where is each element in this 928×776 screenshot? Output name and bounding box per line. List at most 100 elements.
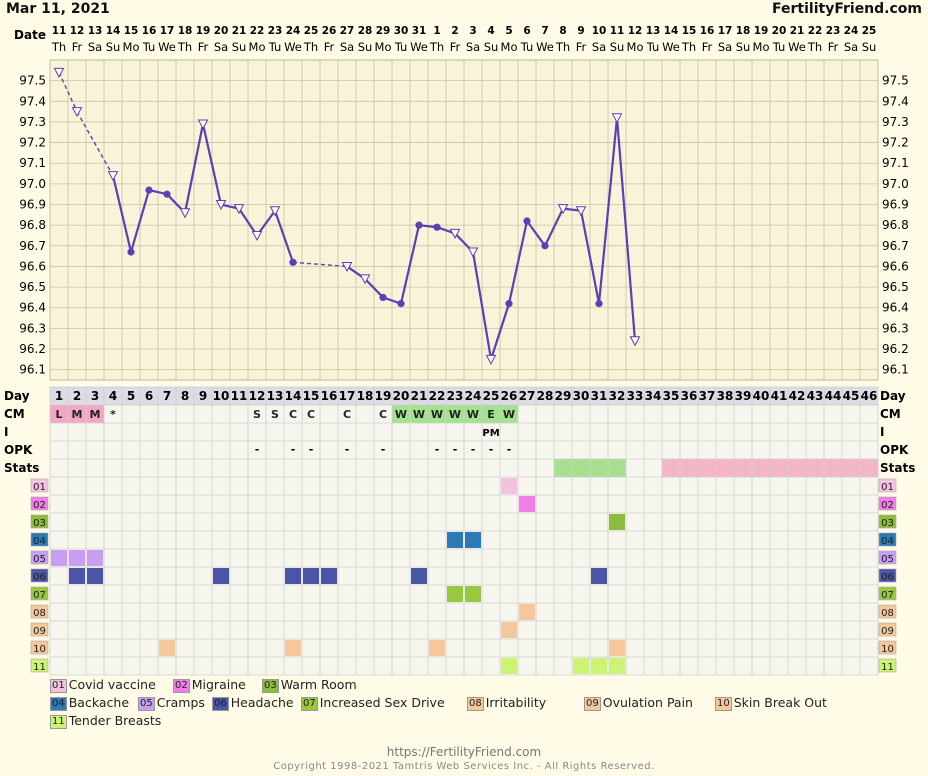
y-tick-label-left: 97.5 [19,74,46,88]
symptom-cell [609,514,625,530]
temp-point-open [233,204,245,215]
y-tick-label-left: 96.8 [19,218,46,232]
date-label: 5 [505,25,512,37]
weekday-label: Th [303,40,318,54]
y-tick-label-left: 97.3 [19,115,46,129]
temp-line [129,189,151,253]
weekday-label: Su [232,40,247,54]
y-tick-label-left: 96.9 [19,198,46,212]
cm-cell-fill [500,405,518,423]
symptom-code-left: 10 [33,644,46,655]
cm-cell-fill [68,405,86,423]
y-tick-label-left: 96.2 [19,342,46,356]
cm-cell-fill [446,405,464,423]
temp-line-dashed [292,261,348,268]
symptom-code-swatch-left [30,604,49,619]
symptom-cell [447,532,463,548]
date-label: 10 [592,25,607,37]
temp-point-open [341,261,353,273]
date-label: 16 [142,25,157,37]
day-number: 36 [681,389,698,403]
temp-line [183,123,205,213]
symptom-cell [87,568,103,584]
y-tick-label-left: 96.6 [19,259,46,273]
symptom-cell [411,568,427,584]
date-label: 22 [250,25,265,37]
date-label: 15 [682,25,697,37]
temp-point-open [485,354,497,365]
day-number: 27 [519,389,536,403]
weekday-label: Th [429,40,444,54]
legend-code-05: 05 [138,697,155,711]
legend-10: 10 Skin Break Out [715,695,827,711]
cm-value: M [90,408,101,421]
temp-point-open [611,113,623,124]
temp-line [507,220,529,304]
y-tick-label-right: 96.6 [882,259,909,273]
day-number: 13 [267,389,284,403]
temp-line [526,220,546,247]
symptom-code-left: 07 [33,590,46,601]
opk-value: - [345,443,350,456]
symptom-code-swatch-left [30,496,49,511]
temp-line [615,117,637,341]
day-number: 24 [465,389,482,403]
date-label: 15 [124,25,139,37]
legend-label-07: Increased Sex Drive [319,695,445,710]
weekday-label: We [158,40,176,54]
symptom-code-swatch-right [878,496,897,511]
symptom-code-swatch-left [30,586,49,601]
day-number: 23 [447,389,464,403]
weekday-label: Th [51,40,66,54]
legend-code-01: 01 [50,679,67,693]
symptom-code-swatch-left [30,640,49,655]
footer-url[interactable]: https://FertilityFriend.com [386,745,542,759]
temp-point-open [197,119,209,130]
cm-cell-fill [482,405,500,423]
symptom-cell [447,586,463,602]
symptom-cell [321,568,337,584]
weekday-label: Mo [249,40,266,54]
symptom-cell [519,604,535,620]
site-name[interactable]: FertilityFriend.com [772,1,922,17]
weekday-label: Th [177,40,192,54]
legend-label-09: Ovulation Pain [602,695,693,710]
legend-code-07: 07 [301,697,318,711]
temp-point [505,300,513,308]
row-label-left: I [4,425,8,439]
day-number: 2 [73,389,81,403]
weekday-label: Fr [828,40,839,54]
row-label-right: I [880,425,884,439]
symptom-cell [285,640,301,656]
legend-label-06: Headache [230,695,294,710]
symptom-code-right: 05 [881,554,894,565]
symptom-cell [87,550,103,566]
symptom-code-swatch-right [878,622,897,637]
weekday-label: Tu [142,40,156,54]
day-number: 45 [843,389,860,403]
day-number: 15 [303,389,320,403]
date-label: 2 [451,25,458,37]
weekday-label: Mo [123,40,140,54]
legend-code-11: 11 [50,715,67,729]
cm-value: W [413,408,425,421]
day-number: 39 [735,389,752,403]
symptom-code-right: 02 [881,500,894,511]
day-number: 17 [339,389,356,403]
day-number: 44 [825,389,842,403]
cm-value: E [487,408,495,421]
row-label-right: Stats [880,461,915,475]
cm-cell-fill [86,405,104,423]
weekday-label: Fr [72,40,83,54]
legend-07: 07 Increased Sex Drive [301,695,445,711]
temp-point-open [53,67,65,78]
legend-11: 11 Tender Breasts [50,713,161,729]
day-number: 31 [591,389,608,403]
date-label: 14 [664,25,679,37]
weekday-label: Mo [375,40,392,54]
day-number: 12 [249,389,266,403]
cm-value: W [395,408,407,421]
date-label: 12 [70,25,85,37]
symptom-code-right: 08 [881,608,894,619]
opk-value: - [471,443,476,456]
